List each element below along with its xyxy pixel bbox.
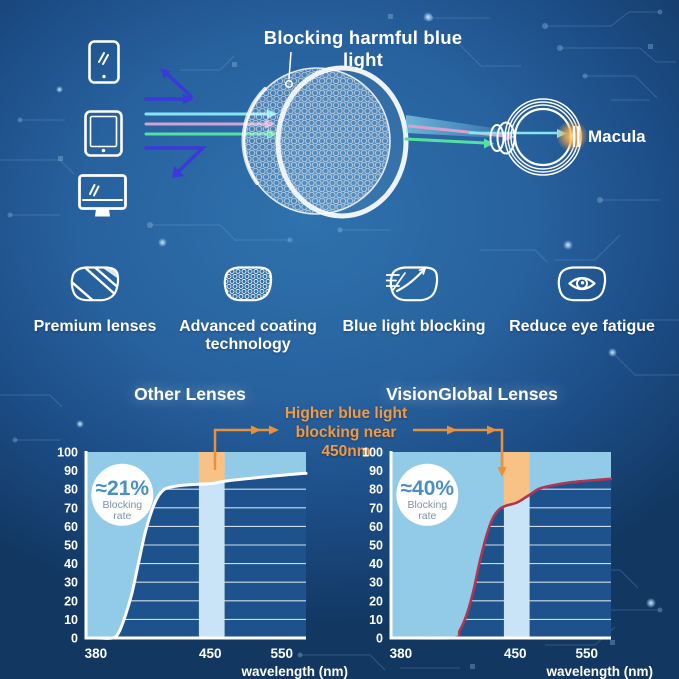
blocking-curve	[94, 471, 308, 640]
feature-blue-light-blocking: Blue light blocking	[329, 264, 499, 336]
premium-lens-icon	[70, 266, 120, 302]
450nm-band-orange	[198, 452, 225, 485]
transmitted-beam	[404, 115, 567, 149]
bokeh-dot	[608, 348, 617, 357]
450nm-band-orange	[503, 452, 530, 507]
blocking-curve	[399, 477, 613, 640]
macula-marker	[572, 126, 580, 147]
y-tick-label: 60	[369, 520, 383, 534]
badge-value: ≈21%	[96, 477, 150, 500]
y-tick-label: 40	[64, 557, 78, 571]
x-tick-label: 550	[271, 646, 294, 661]
feature-advanced-coating: Advanced coating technology	[163, 264, 333, 353]
y-tick-label: 70	[64, 501, 78, 515]
y-tick-label: 30	[369, 576, 383, 590]
chart-title-other-lenses: Other Lenses	[134, 384, 246, 404]
badge-label: Blocking	[407, 499, 447, 511]
y-tick-label: 40	[369, 557, 383, 571]
y-tick-label: 20	[64, 594, 78, 608]
chart-title-visionglobal-lenses: VisionGlobal Lenses	[386, 384, 558, 404]
y-tick-label: 30	[64, 576, 78, 590]
monitor-icon	[78, 174, 127, 217]
blocked-blue-ray-top	[144, 68, 194, 105]
smartphone-icon	[88, 40, 120, 84]
axes	[389, 451, 611, 640]
feature-label: Blue light blocking	[342, 318, 486, 335]
macula-label: Macula	[588, 127, 646, 146]
y-tick-label: 90	[369, 464, 383, 478]
y-tick-label: 60	[64, 520, 78, 534]
y-tick-label: 100	[57, 446, 78, 460]
y-tick-label: 20	[369, 594, 383, 608]
feature-premium-lenses: Premium lenses	[10, 264, 180, 336]
macula-glow	[556, 120, 588, 152]
x-tick-label: 450	[504, 646, 527, 661]
y-tick-label: 0	[376, 632, 383, 646]
badge-value: ≈40%	[401, 477, 455, 500]
badge-label: Blocking	[102, 499, 142, 511]
y-tick-label: 50	[64, 539, 78, 553]
feature-label: Reduce eye fatigue	[509, 318, 655, 335]
feature-label: Premium lenses	[33, 318, 157, 335]
x-tick-label: 450	[199, 646, 222, 661]
y-tick-label: 10	[64, 613, 78, 627]
tablet-icon	[84, 110, 123, 157]
badge-label: rate	[418, 510, 436, 522]
axes	[84, 451, 306, 640]
hero-illustration	[78, 40, 588, 219]
y-tick-label: 70	[369, 501, 383, 515]
lens-callout-leader	[285, 51, 293, 88]
eye-diagram	[489, 98, 588, 176]
badge-label: rate	[113, 510, 131, 522]
annotation-higher-blocking: Higher blue light blocking near 450nm	[271, 404, 421, 461]
coated-lens-icon	[223, 266, 273, 302]
y-tick-label: 0	[71, 632, 78, 646]
reduce-eye-fatigue-icon	[557, 266, 607, 302]
blocking-rate-badge	[91, 463, 154, 526]
blue-light-blocking-icon	[386, 266, 439, 302]
feature-label: Advanced coating technology	[179, 318, 317, 353]
chart-visionglobal-lenses: 0 10 20 30 40 50 60 70 80 90 100 380 450 550 wavelengt…	[362, 446, 653, 679]
bokeh-dot	[76, 420, 84, 428]
lens-callout-label: Blocking harmful blue light	[263, 27, 463, 70]
y-tick-label: 80	[64, 483, 78, 497]
y-tick-label: 100	[362, 446, 383, 460]
x-axis-label: wavelength (nm)	[545, 664, 653, 679]
annotation-line2: blocking near 450nm	[295, 424, 397, 460]
y-tick-label: 10	[369, 613, 383, 627]
feature-reduce-eye-fatigue: Reduce eye fatigue	[497, 264, 667, 336]
y-tick-label: 50	[369, 539, 383, 553]
x-tick-label: 550	[576, 646, 599, 661]
blocking-rate-badge	[396, 463, 459, 526]
chart-other-lenses: 0 10 20 30 40 50 60 70 80 90 100 380 450 550 wavelengt…	[57, 446, 348, 679]
annotation-line1: Higher blue light	[284, 405, 408, 422]
x-axis-label: wavelength (nm)	[240, 664, 348, 679]
y-tick-label: 90	[64, 464, 78, 478]
y-tick-label: 80	[369, 483, 383, 497]
coated-lens	[241, 65, 409, 219]
blocked-blue-ray-bottom	[144, 146, 208, 178]
x-tick-label: 380	[85, 646, 108, 661]
x-tick-label: 380	[390, 646, 413, 661]
